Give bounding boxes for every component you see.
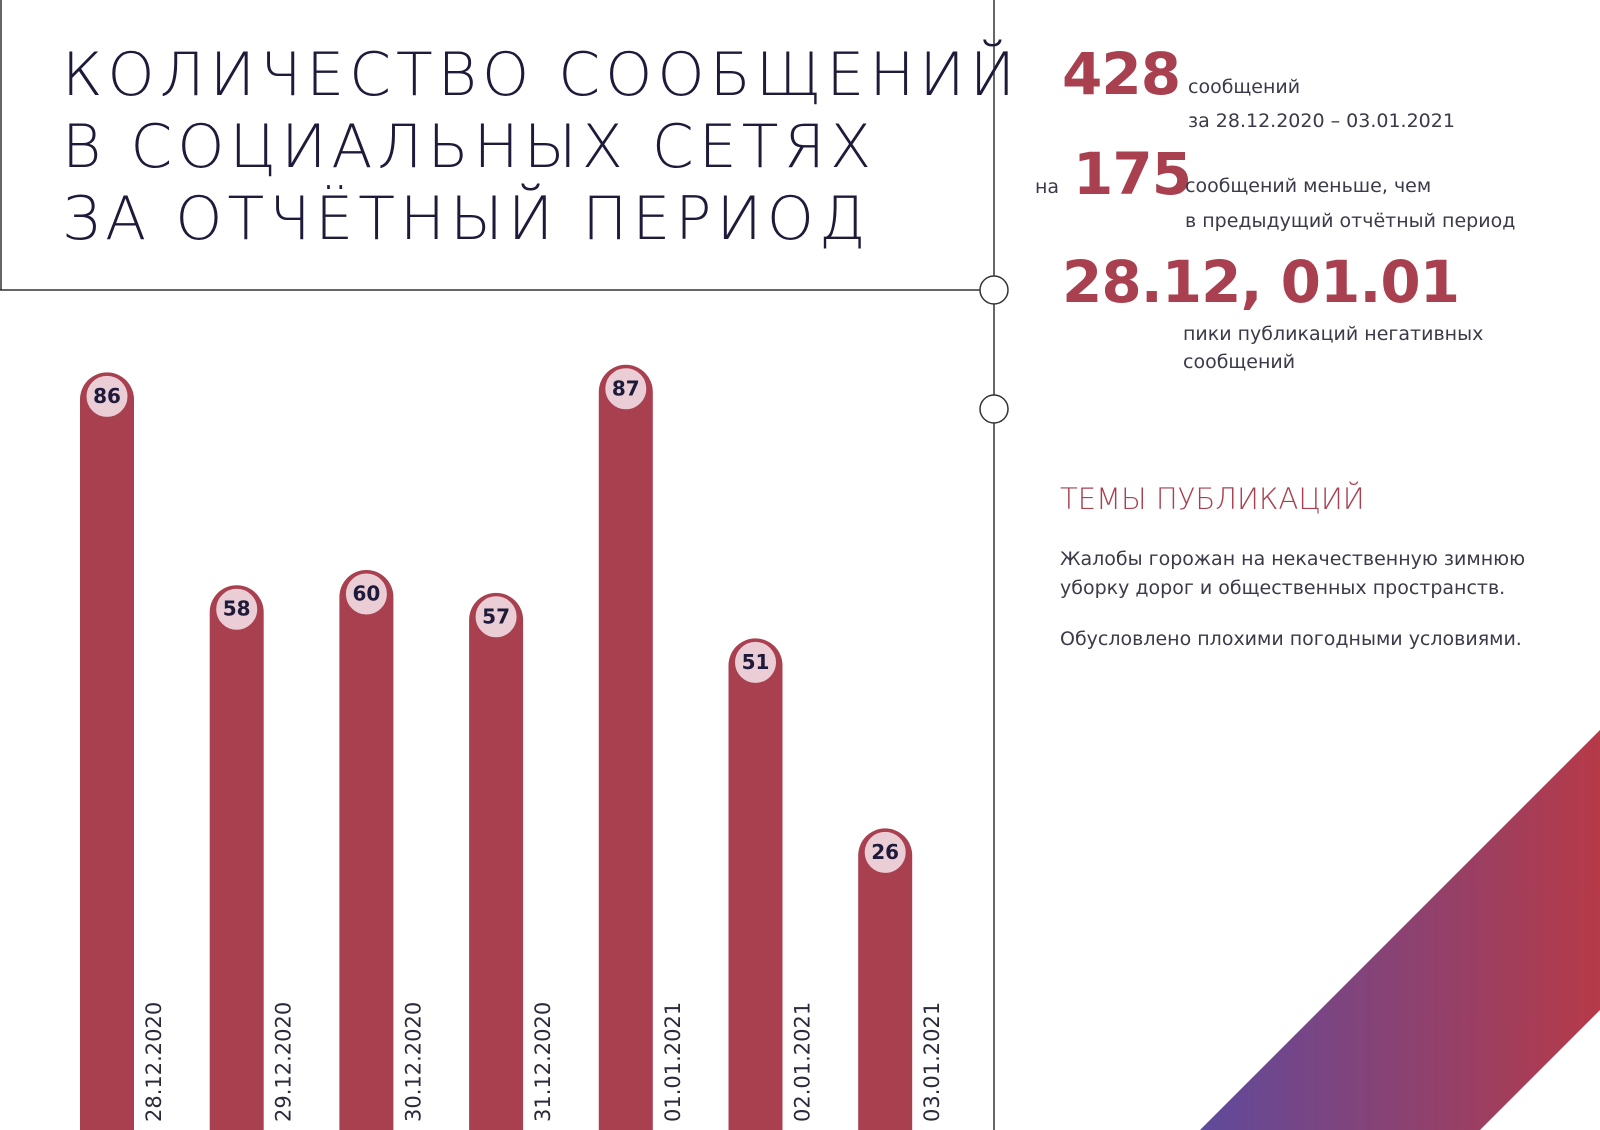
frame-node (979, 275, 1009, 305)
value-badge (472, 593, 520, 641)
decor-band (1200, 730, 1600, 1130)
stat-value: 428 (1062, 40, 1181, 108)
stat-label: пики публикаций негативных сообщений (1183, 323, 1484, 373)
bar (469, 592, 524, 1130)
topics-paragraph: Обусловлено плохими погодными условиями. (1060, 628, 1522, 650)
x-tick-label: 31.12.2020 (531, 1002, 555, 1122)
value-badge (213, 585, 261, 633)
value-badge (342, 570, 390, 618)
frame-node (979, 394, 1009, 424)
value-label: 58 (223, 597, 251, 621)
x-tick-label: 30.12.2020 (401, 1002, 425, 1122)
x-tick-label: 28.12.2020 (142, 1002, 166, 1122)
value-label: 26 (871, 840, 899, 864)
chart-title: ЗА ОТЧЁТНЫЙ ПЕРИОД (62, 183, 871, 254)
chart-title: В СОЦИАЛЬНЫХ СЕТЯХ (62, 112, 876, 182)
value-label: 57 (482, 604, 510, 628)
value-label: 87 (612, 376, 640, 400)
bar (339, 570, 394, 1130)
stat-label: сообщений меньше, чем (1185, 175, 1432, 197)
x-tick-label: 29.12.2020 (272, 1002, 296, 1122)
value-badge (602, 365, 650, 413)
stat-label: в предыдущий отчётный период (1185, 210, 1516, 232)
bar (598, 364, 653, 1130)
chart-title: КОЛИЧЕСТВО СООБЩЕНИЙ (62, 39, 1020, 110)
stat-label: на (1035, 176, 1060, 198)
value-label: 60 (352, 582, 380, 606)
stat-label: за 28.12.2020 – 03.01.2021 (1188, 110, 1455, 132)
bar (728, 638, 783, 1130)
value-label: 86 (93, 384, 121, 408)
bar (209, 585, 264, 1130)
topics-paragraph: Жалобы горожан на некачественную зимнюю … (1060, 548, 1526, 599)
value-badge (83, 372, 131, 420)
value-badge (732, 638, 779, 686)
x-tick-label: 01.01.2021 (661, 1002, 685, 1122)
value-badge (861, 828, 909, 876)
stat-value: 28.12, 01.01 (1062, 248, 1460, 316)
stat-value: 175 (1073, 140, 1192, 208)
stat-label: сообщений (1188, 76, 1301, 98)
bar (80, 372, 134, 1130)
value-label: 51 (742, 650, 770, 674)
x-tick-label: 03.01.2021 (920, 1002, 944, 1122)
topics-heading: ТЕМЫ ПУБЛИКАЦИЙ (1060, 482, 1365, 516)
x-tick-label: 02.01.2021 (791, 1002, 815, 1122)
bar (858, 828, 913, 1130)
